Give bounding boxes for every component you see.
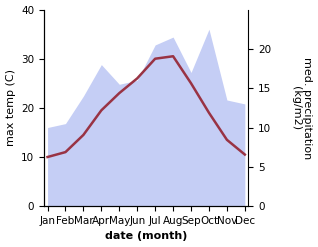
- X-axis label: date (month): date (month): [105, 231, 187, 242]
- Y-axis label: med. precipitation
(kg/m2): med. precipitation (kg/m2): [291, 57, 313, 159]
- Y-axis label: max temp (C): max temp (C): [5, 69, 16, 146]
